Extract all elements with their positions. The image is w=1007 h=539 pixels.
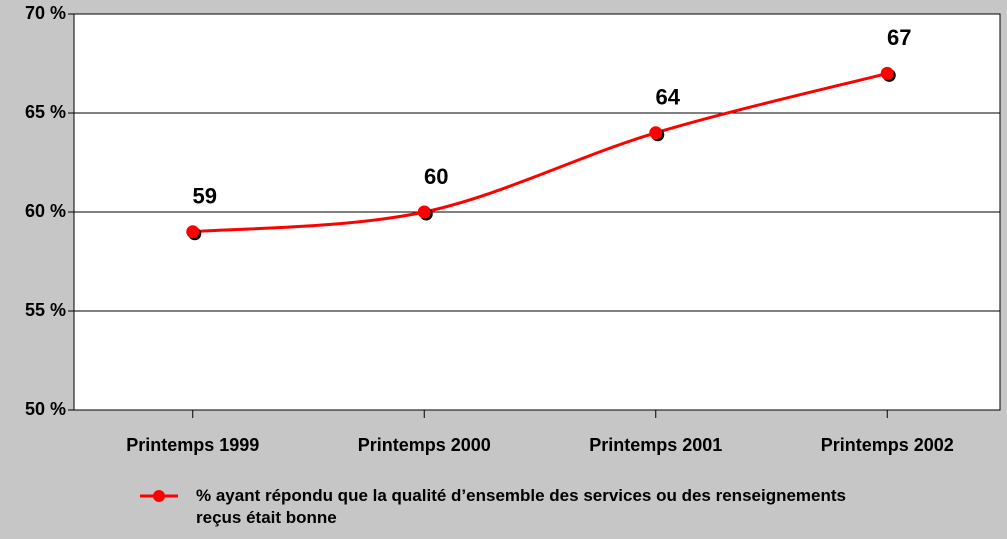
y-tick-label: 65 % bbox=[25, 102, 66, 122]
y-tick-label: 60 % bbox=[25, 201, 66, 221]
x-tick-label: Printemps 2001 bbox=[589, 435, 722, 455]
legend-label: % ayant répondu que la qualité d’ensembl… bbox=[196, 486, 846, 527]
x-tick-label: Printemps 2000 bbox=[358, 435, 491, 455]
x-tick-label: Printemps 1999 bbox=[126, 435, 259, 455]
marker bbox=[417, 205, 431, 219]
data-label: 67 bbox=[887, 25, 911, 50]
series-line bbox=[192, 71, 888, 234]
data-label: 60 bbox=[424, 164, 448, 189]
x-tick-label: Printemps 2002 bbox=[821, 435, 954, 455]
marker bbox=[186, 225, 200, 239]
marker bbox=[880, 66, 894, 80]
y-tick-label: 50 % bbox=[25, 399, 66, 419]
data-label: 64 bbox=[656, 85, 681, 110]
y-tick-label: 70 % bbox=[25, 3, 66, 23]
data-label: 59 bbox=[193, 184, 217, 209]
marker bbox=[649, 126, 663, 140]
legend-marker bbox=[153, 490, 165, 502]
y-tick-label: 55 % bbox=[25, 300, 66, 320]
